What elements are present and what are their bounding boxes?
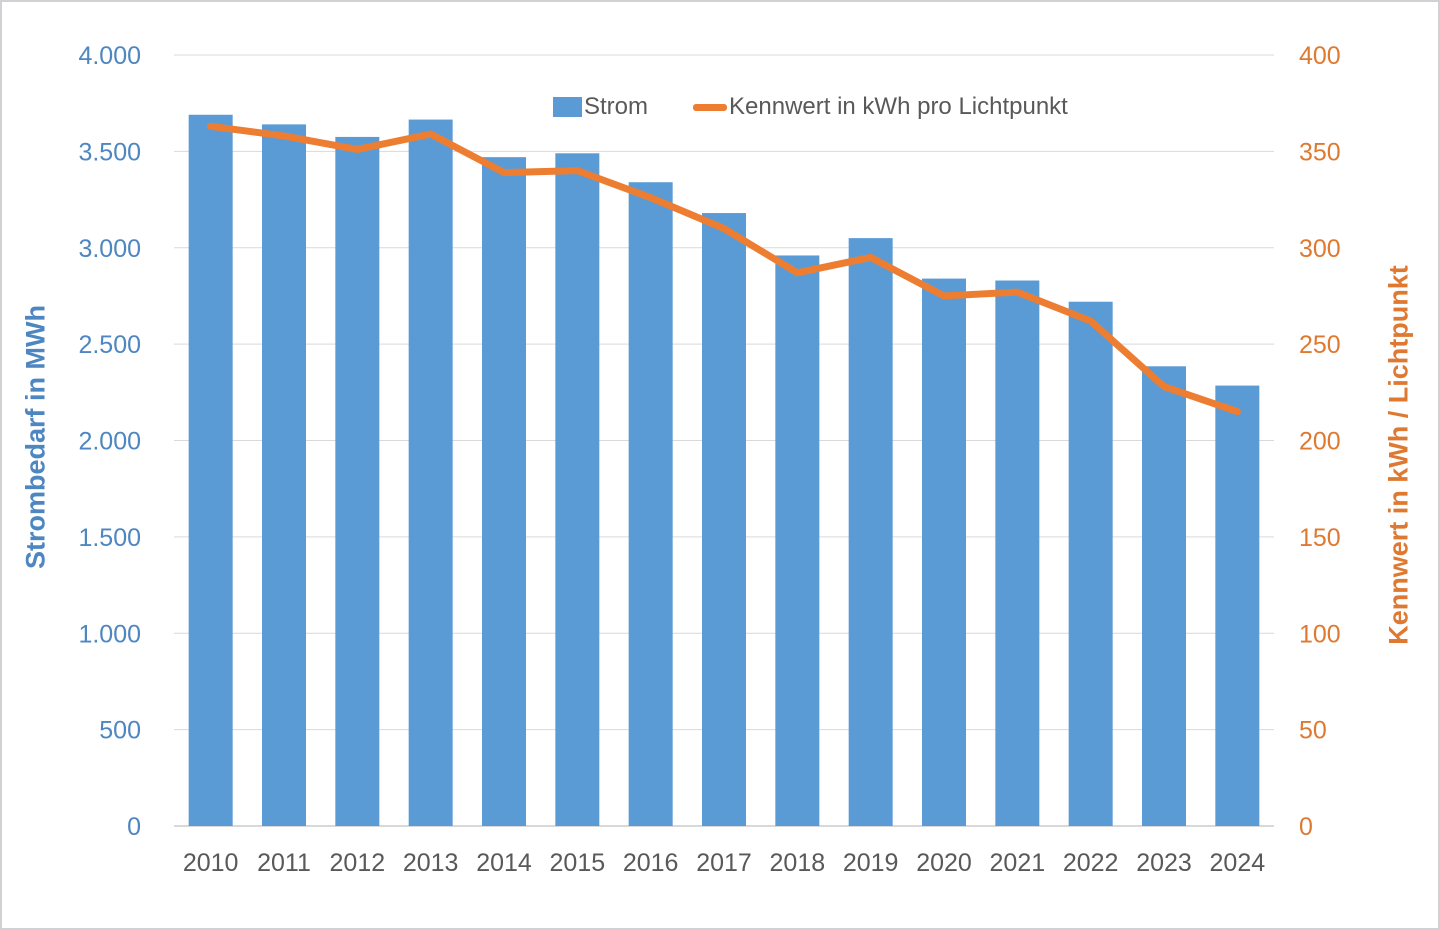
bar-2015 xyxy=(555,153,600,827)
bar-2022 xyxy=(1068,301,1113,827)
bar-2019 xyxy=(848,238,893,827)
x-tick-label: 2019 xyxy=(843,849,899,877)
right-tick-label: 0 xyxy=(1299,813,1313,841)
left-tick-label: 4.000 xyxy=(78,42,141,70)
right-tick-label: 400 xyxy=(1299,42,1341,70)
x-tick-label: 2023 xyxy=(1136,849,1192,877)
x-tick-label: 2017 xyxy=(696,849,752,877)
legend-line-swatch xyxy=(693,103,728,111)
bar-2013 xyxy=(408,119,453,827)
bar-2020 xyxy=(922,278,966,827)
bar-2024 xyxy=(1215,385,1260,826)
right-tick-label: 100 xyxy=(1299,620,1341,648)
x-tick-label: 2013 xyxy=(403,849,459,877)
left-tick-label: 1.000 xyxy=(78,620,141,648)
x-tick-label: 2015 xyxy=(550,849,606,877)
bar-2011 xyxy=(262,124,306,826)
legend-label-kennwert: Kennwert in kWh pro Lichtpunkt xyxy=(729,93,1068,120)
legend: Strom Kennwert in kWh pro Lichtpunkt xyxy=(553,92,1068,122)
left-tick-label: 0 xyxy=(127,813,141,841)
legend-label-strom: Strom xyxy=(584,93,649,120)
bar-2014 xyxy=(482,157,526,827)
left-tick-label: 2.500 xyxy=(78,331,141,359)
x-tick-label: 2020 xyxy=(916,849,972,877)
trend-line xyxy=(207,122,1241,416)
x-tick-label: 2022 xyxy=(1063,849,1119,877)
x-tick-label: 2016 xyxy=(623,849,679,877)
x-tick-label: 2011 xyxy=(257,849,311,877)
x-tick-label: 2021 xyxy=(990,849,1046,877)
left-tick-label: 500 xyxy=(99,717,141,745)
bar-2010 xyxy=(188,114,233,826)
legend-bar-swatch xyxy=(553,97,582,117)
right-tick-label: 300 xyxy=(1299,235,1341,263)
bar-2023 xyxy=(1142,366,1186,826)
right-axis-title: Kennwert in kWh / Lichtpunkt xyxy=(1383,265,1414,645)
left-tick-label: 3.000 xyxy=(78,235,141,263)
left-tick-label: 2.000 xyxy=(78,428,141,456)
x-tick-label: 2018 xyxy=(770,849,826,877)
x-tick-label: 2010 xyxy=(183,849,239,877)
x-tick-label: 2012 xyxy=(330,849,386,877)
left-tick-label: 1.500 xyxy=(78,524,141,552)
bar-2017 xyxy=(702,213,746,826)
x-tick-label: 2024 xyxy=(1210,849,1266,877)
right-tick-label: 350 xyxy=(1299,138,1341,166)
bar-2012 xyxy=(335,136,380,826)
bar-2021 xyxy=(995,280,1040,827)
legend-entry-strom: Strom xyxy=(553,93,648,121)
bar-2016 xyxy=(628,182,673,827)
left-axis-title: Strombedarf in MWh xyxy=(20,305,51,569)
legend-entry-kennwert: Kennwert in kWh pro Lichtpunkt xyxy=(693,93,1068,121)
right-tick-label: 200 xyxy=(1299,428,1341,456)
right-tick-label: 150 xyxy=(1299,524,1341,552)
right-tick-label: 50 xyxy=(1299,717,1327,745)
bar-2018 xyxy=(775,255,820,826)
left-tick-label: 3.500 xyxy=(78,138,141,166)
right-tick-label: 250 xyxy=(1299,331,1341,359)
x-tick-label: 2014 xyxy=(476,849,532,877)
